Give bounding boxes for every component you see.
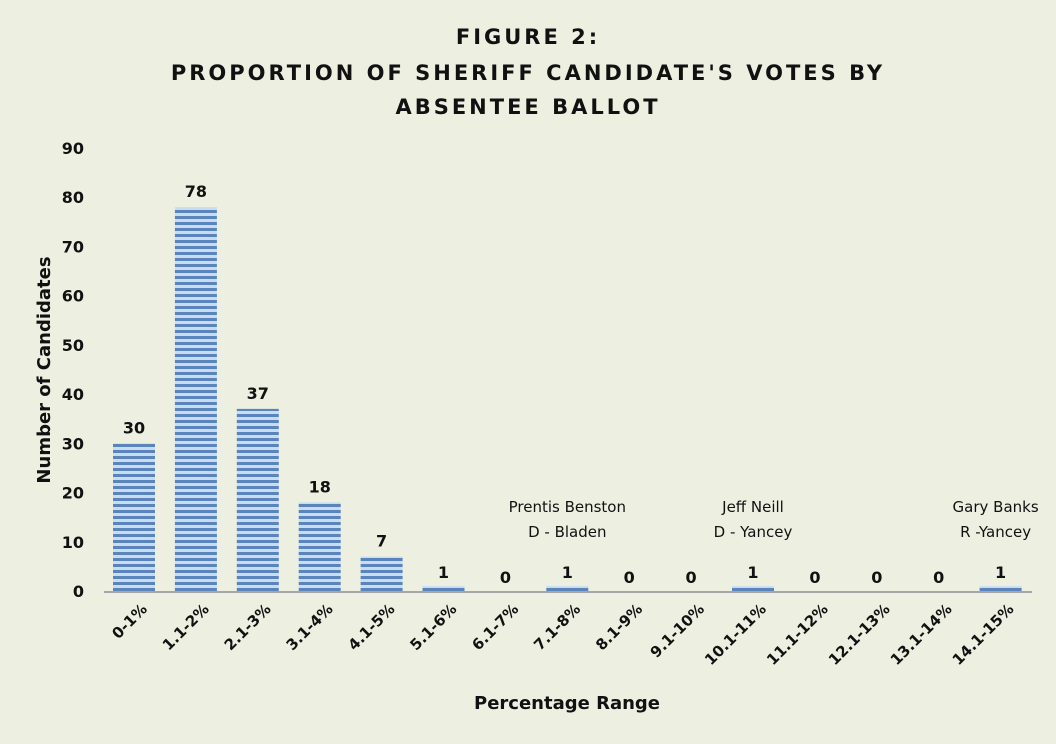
chart-title-line-3: ABSENTEE BALLOT <box>395 95 660 119</box>
chart-title-line-1: FIGURE 2: <box>456 25 600 49</box>
data-label: 0 <box>686 568 697 587</box>
candidate-annotation: R -Yancey <box>960 523 1031 541</box>
data-label: 1 <box>562 563 573 582</box>
bar <box>298 502 341 591</box>
y-tick-label: 80 <box>62 188 84 207</box>
data-label: 18 <box>309 477 331 496</box>
candidate-annotation: D - Bladen <box>528 523 606 541</box>
y-tick-label: 90 <box>62 139 84 158</box>
bar <box>422 586 465 591</box>
x-tick-label: 12.1-13% <box>825 600 894 669</box>
x-axis-title: Percentage Range <box>474 693 660 714</box>
data-label: 7 <box>376 532 387 551</box>
bar <box>360 556 403 591</box>
data-label: 0 <box>500 568 511 587</box>
x-tick-label: 7.1-8% <box>530 600 584 654</box>
data-label: 30 <box>123 418 145 437</box>
y-axis-title: Number of Candidates <box>34 256 55 483</box>
x-tick-label: 9.1-10% <box>647 600 708 661</box>
x-tick-label: 2.1-3% <box>221 600 275 654</box>
x-tick-label: 11.1-12% <box>763 600 832 669</box>
y-tick-label: 20 <box>62 484 84 503</box>
data-label: 0 <box>933 568 944 587</box>
x-tick-label: 5.1-6% <box>406 600 460 654</box>
y-tick-label: 0 <box>73 582 84 601</box>
x-tick-label: 13.1-14% <box>887 600 956 669</box>
x-tick-label: 10.1-11% <box>701 600 770 669</box>
data-label: 1 <box>747 563 758 582</box>
bar <box>732 586 774 591</box>
bar <box>174 207 217 592</box>
candidate-annotation: Jeff Neill <box>721 498 784 516</box>
x-tick-label: 1.1-2% <box>159 600 213 654</box>
x-tick-label: 3.1-4% <box>283 600 337 654</box>
candidate-annotation: D - Yancey <box>714 523 793 541</box>
bar <box>113 443 155 591</box>
data-label: 1 <box>995 563 1006 582</box>
bar <box>236 408 279 591</box>
data-label: 78 <box>185 182 207 201</box>
data-label: 0 <box>871 568 882 587</box>
y-tick-label: 70 <box>62 237 84 256</box>
candidate-annotation: Gary Banks <box>953 498 1039 516</box>
x-tick-label: 4.1-5% <box>345 600 399 654</box>
data-label: 37 <box>247 384 269 403</box>
x-tick-label: 6.1-7% <box>468 600 522 654</box>
x-tick-label: 0-1% <box>108 600 151 643</box>
candidate-annotation: Prentis Benston <box>509 498 626 516</box>
data-label: 0 <box>809 568 820 587</box>
y-tick-label: 10 <box>62 533 84 552</box>
y-tick-label: 30 <box>62 434 84 453</box>
y-tick-label: 50 <box>62 336 84 355</box>
chart-title-line-2: PROPORTION OF SHERIFF CANDIDATE'S VOTES … <box>171 61 885 85</box>
y-tick-label: 40 <box>62 385 84 404</box>
data-label: 0 <box>624 568 635 587</box>
bar <box>979 586 1022 591</box>
y-tick-label: 60 <box>62 287 84 306</box>
bar <box>546 586 589 591</box>
x-tick-label: 8.1-9% <box>592 600 646 654</box>
x-tick-label: 14.1-15% <box>949 600 1018 669</box>
data-label: 1 <box>438 563 449 582</box>
